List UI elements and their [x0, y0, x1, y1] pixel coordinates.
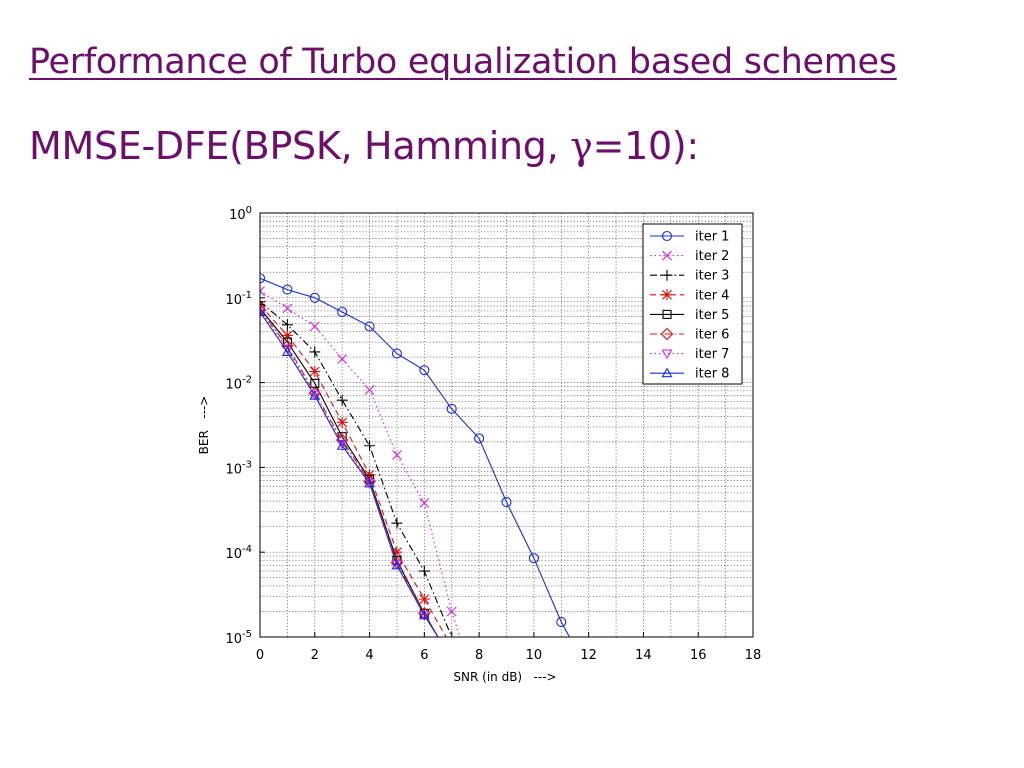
x-tick-label: 10 [526, 648, 543, 663]
series-line [260, 311, 439, 637]
y-tick-label: 10-2 [225, 375, 252, 393]
data-point [364, 321, 375, 332]
x-tick-label: 4 [365, 648, 373, 663]
subtitle-gamma: γ [570, 124, 593, 168]
series-line [260, 277, 570, 637]
data-point [260, 306, 266, 317]
legend-label: iter 3 [695, 269, 729, 284]
data-point [364, 477, 375, 488]
legend-marker [661, 367, 673, 378]
data-point [336, 394, 348, 406]
data-point [556, 617, 567, 628]
y-tick-label: 10-5 [225, 629, 252, 647]
data-point [309, 292, 320, 303]
data-point [391, 546, 403, 558]
legend-marker [662, 309, 672, 319]
x-tick-label: 14 [635, 648, 652, 663]
data-point [309, 366, 321, 378]
data-point [309, 346, 321, 358]
x-tick-label: 12 [580, 648, 597, 663]
data-point [446, 631, 458, 637]
data-point [281, 329, 293, 341]
data-point [418, 593, 430, 605]
data-point [391, 559, 403, 570]
data-point [364, 469, 376, 481]
x-tick-label: 2 [311, 648, 319, 663]
legend-marker [661, 269, 673, 281]
legend-label: iter 5 [695, 308, 729, 323]
data-point [446, 606, 457, 617]
data-point [446, 403, 457, 414]
data-point [281, 346, 293, 356]
data-point [364, 440, 376, 452]
data-point [282, 284, 293, 295]
data-point [364, 385, 375, 395]
data-point [336, 440, 348, 450]
x-tick-label: 18 [745, 648, 762, 663]
legend-label: iter 6 [695, 328, 729, 343]
data-point [391, 348, 402, 359]
y-tick-label: 10-1 [225, 290, 252, 308]
y-tick-label: 10-4 [225, 544, 252, 562]
legend-label: iter 4 [695, 288, 729, 303]
data-point [418, 565, 430, 577]
subtitle-prefix: MMSE-DFE(BPSK, Hamming, [29, 124, 571, 168]
data-point [309, 321, 320, 332]
legend-marker [661, 349, 673, 360]
data-point [418, 609, 430, 620]
legend-marker [661, 230, 673, 242]
slide-title: Performance of Turbo equalization based … [29, 42, 897, 82]
legend-marker [661, 289, 673, 301]
data-point [260, 273, 266, 284]
series-line [260, 309, 439, 637]
x-tick-label: 16 [690, 648, 707, 663]
x-axis-label: SNR (in dB) ---> [453, 670, 556, 684]
x-tick-label: 0 [256, 648, 264, 663]
legend-label: iter 7 [695, 347, 729, 362]
x-tick-label: 6 [420, 648, 428, 663]
y-axis-label: BER ---> [197, 396, 211, 455]
series-4 [260, 299, 447, 637]
series-line [260, 301, 453, 637]
subtitle-suffix: =10): [592, 124, 700, 168]
data-point [501, 497, 512, 508]
legend-marker [660, 327, 674, 341]
data-point [309, 390, 321, 400]
series-line [260, 304, 447, 637]
legend-label: iter 1 [695, 230, 729, 245]
slide-subtitle: MMSE-DFE(BPSK, Hamming, γ=10): [29, 124, 699, 168]
data-point [260, 286, 265, 296]
y-tick-label: 100 [229, 205, 252, 223]
legend-box [642, 223, 743, 385]
series-8 [260, 306, 439, 637]
x-tick-label: 8 [475, 648, 483, 663]
data-point [282, 303, 293, 314]
data-point [419, 365, 430, 376]
data-point [528, 553, 539, 564]
y-tick-label: 10-3 [225, 459, 252, 477]
plot-frame [259, 212, 754, 638]
legend-label: iter 8 [695, 367, 729, 382]
data-point [419, 498, 430, 508]
data-point [281, 319, 293, 331]
data-point [337, 354, 348, 364]
legend: iter 1 iter 2 iter 3 iter 4 iter 5 iter 6 iter… [642, 223, 743, 385]
legend-label: iter 2 [695, 249, 729, 264]
series-1 [260, 273, 570, 637]
data-point [474, 433, 485, 444]
axis-ticks: 0 2 4 6 8 10 12 14 16 18 100 10-1 10-2 10-3 10-4 10-5 [225, 205, 761, 663]
legend-marker [662, 250, 672, 261]
data-point [336, 416, 348, 428]
series-group [260, 273, 570, 637]
data-point [391, 517, 403, 529]
series-2 [260, 286, 461, 637]
data-point [392, 450, 402, 460]
data-point [337, 306, 348, 318]
